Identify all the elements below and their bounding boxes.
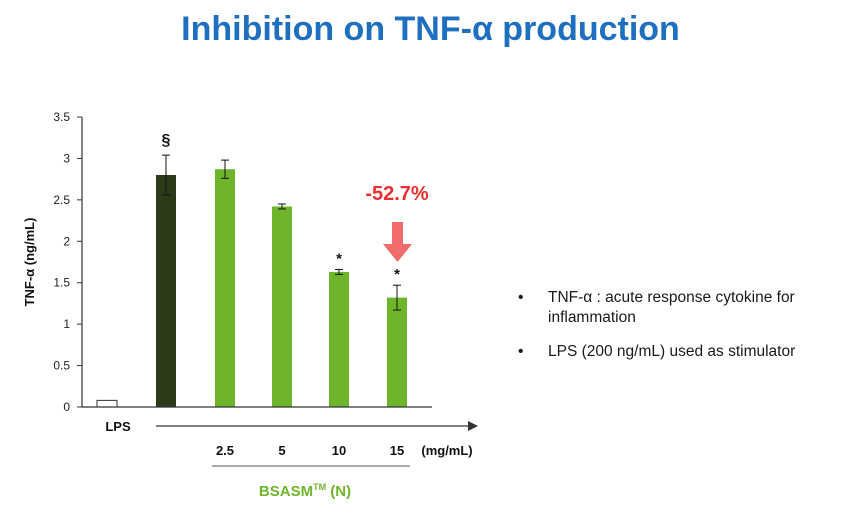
bullet-item: • LPS (200 ng/mL) used as stimulator	[512, 342, 852, 362]
bullet-text: TNF-α : acute response cytokine for infl…	[548, 289, 795, 326]
bar	[215, 169, 235, 407]
y-tick-label: 2.5	[53, 193, 70, 207]
bar	[96, 399, 118, 408]
significance-marker: §	[162, 132, 171, 149]
reduction-annotation: -52.7%	[365, 183, 429, 205]
down-arrow-icon	[383, 222, 412, 262]
bullet-icon: •	[518, 343, 524, 360]
x-tick-label: 10	[332, 443, 346, 458]
bullet-icon: •	[518, 289, 524, 306]
y-tick-label: 2	[63, 234, 70, 248]
bullet-text: LPS (200 ng/mL) used as stimulator	[548, 343, 796, 360]
y-tick-label: 1	[63, 317, 70, 331]
bullet-item: • TNF-α : acute response cytokine for in…	[512, 288, 852, 328]
slide-title: Inhibition on TNF-α production	[181, 10, 680, 48]
lps-label: LPS	[105, 419, 131, 434]
x-tick-label: 15	[390, 443, 404, 458]
lps-arrow-head	[468, 421, 478, 431]
significance-marker: *	[336, 250, 342, 267]
bar	[272, 206, 292, 407]
y-tick-label: 3.5	[53, 110, 70, 124]
bar	[329, 271, 349, 407]
bar	[387, 297, 407, 407]
y-tick-label: 0.5	[53, 359, 70, 373]
bar	[156, 175, 176, 407]
y-tick-label: 3	[63, 151, 70, 165]
bullet-list: • TNF-α : acute response cytokine for in…	[512, 288, 852, 376]
unit-label: (mg/mL)	[421, 443, 472, 458]
significance-marker: *	[394, 266, 400, 283]
x-tick-label: 2.5	[216, 443, 234, 458]
y-tick-label: 0	[63, 400, 70, 414]
y-axis-title: TNF-α (ng/mL)	[22, 218, 37, 307]
group-label: BSASMTM (N)	[259, 482, 351, 500]
y-tick-label: 1.5	[53, 276, 70, 290]
x-tick-label: 5	[278, 443, 285, 458]
